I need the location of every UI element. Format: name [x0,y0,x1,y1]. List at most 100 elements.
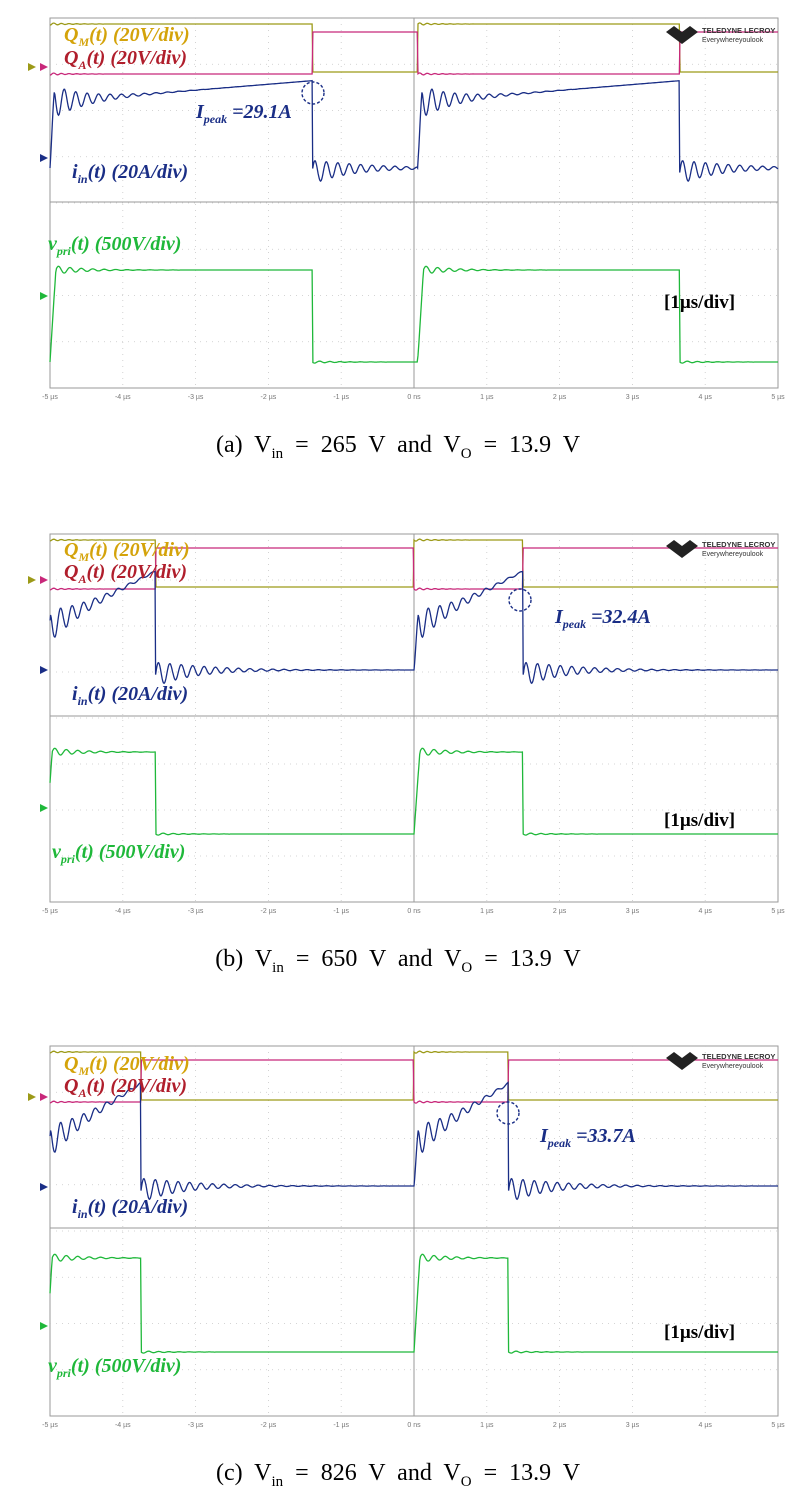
peak-label: Ipeak =33.7A [539,1125,636,1150]
iin-label-sub: in [78,1207,88,1221]
qm-label-rest: (t) (20V/div) [89,1053,190,1075]
iin-channel-marker [40,154,48,162]
vpri-label: vpri(t) (500V/div) [48,1355,181,1380]
iin-label-main: i [72,161,78,183]
vpri-label-main: v [48,233,58,255]
vpri-trace [49,747,778,836]
x-tick-label: 5 µs [771,394,785,401]
peak-label-i: I [554,606,564,628]
peak-label: Ipeak =32.4A [554,606,651,631]
qm-label: QM(t) (20V/div) [64,1053,190,1078]
time-div-label: [1µs/div] [664,292,735,313]
lecroy-logo: TELEDYNE LECROY Everywhereyoulook [666,1052,775,1070]
qa-label-main: Q [64,561,78,583]
x-tick-label: 1 µs [480,1422,494,1429]
x-tick-label: -2 µs [261,908,277,915]
lecroy-logo: TELEDYNE LECROY Everywhereyoulook [666,26,775,44]
caption-c: (c) Vin = 826 V and VO = 13.9 V [215,1460,581,1490]
peak-label-value: =29.1A [227,101,292,123]
iin-trace [49,570,778,685]
qm-trace [49,22,778,73]
x-tick-label: -3 µs [188,394,204,401]
vpri-label-main: v [52,841,62,863]
caption-vo: 13.9 [509,432,552,458]
qa-label-rest: (t) (20V/div) [86,1075,187,1097]
x-tick-label: -4 µs [115,394,131,401]
iin-label: iin(t) (20A/div) [72,1196,188,1221]
peak-label-sub: peak [562,617,586,631]
qa-trace [49,1059,778,1104]
peak-marker-circle [508,588,532,612]
vpri-label-sub: pri [56,244,72,258]
x-tick-label: 3 µs [626,908,640,915]
qa-channel-marker [40,576,48,584]
x-tick-label: -5 µs [42,394,58,401]
iin-label-rest: (t) (20A/div) [88,1196,189,1218]
iin-label-sub: in [78,172,88,186]
iin-label: iin(t) (20A/div) [72,683,188,708]
qm-channel-marker [28,1093,36,1101]
qa-label-main: Q [64,47,78,69]
lecroy-logo: TELEDYNE LECROY Everywhereyoulook [666,540,775,558]
x-tick-label: -3 µs [188,908,204,915]
lecroy-logo-icon [666,26,698,44]
peak-marker-circle [301,81,325,105]
vpri-trace [49,1253,778,1354]
x-tick-label: 1 µs [480,394,494,401]
x-tick-label: 0 ns [407,908,421,915]
vpri-trace [49,265,778,364]
x-tick-label: -2 µs [261,1422,277,1429]
vpri-label-sub: pri [56,1366,72,1380]
peak-marker-circle [496,1101,520,1125]
iin-label-main: i [72,1196,78,1218]
caption-prefix: (a) [215,432,243,458]
scope-panel-a: -5 µs -4 µs -3 µs -2 µs -1 µs 0 ns 1 µs 2 µs 3 µ… [0,0,796,480]
vpri-channel-marker [40,292,48,300]
scope-plot-c: -5 µs -4 µs -3 µs -2 µs -1 µs 0 ns 1 µs 2 µs 3 µ… [28,1045,785,1429]
iin-label-main: i [72,683,78,705]
qa-label-sub: A [77,1086,86,1100]
vpri-channel-marker [40,1322,48,1330]
lecroy-logo-brand: TELEDYNE LECROY [702,1052,775,1061]
qm-trace [49,538,778,588]
time-div-label: [1µs/div] [664,1322,735,1343]
vpri-label-rest: (t) (500V/div) [75,841,186,863]
lecroy-logo-tagline: Everywhereyoulook [702,551,764,558]
qa-label-main: Q [64,1075,78,1097]
x-tick-label: 5 µs [771,908,785,915]
qa-label-sub: A [77,58,86,72]
vpri-channel-marker [40,804,48,812]
x-tick-label: -1 µs [333,394,349,401]
qa-label: QA(t) (20V/div) [64,47,187,72]
caption-vin: 826 [320,1460,357,1486]
caption-vin: 265 [320,432,357,458]
lecroy-logo-icon [666,1052,698,1070]
x-tick-label: -2 µs [261,394,277,401]
caption-vin: 650 [321,946,358,972]
x-tick-label: 0 ns [407,394,421,401]
vpri-label: vpri(t) (500V/div) [52,841,185,866]
x-tick-label: 5 µs [771,1422,785,1429]
x-tick-label: -1 µs [333,908,349,915]
qm-channel-marker [28,63,36,71]
qa-label: QA(t) (20V/div) [64,561,187,586]
x-tick-label: 1 µs [480,908,494,915]
caption-vo: 13.9 [509,946,552,972]
iin-label-rest: (t) (20A/div) [88,161,189,183]
x-tick-label: 3 µs [626,1422,640,1429]
x-tick-label: 0 ns [407,1422,421,1429]
qa-trace [49,547,778,591]
qa-label: QA(t) (20V/div) [64,1075,187,1100]
caption-prefix: (c) [215,1460,243,1486]
x-tick-label: -3 µs [188,1422,204,1429]
vpri-label-rest: (t) (500V/div) [71,1355,182,1377]
x-tick-label: 3 µs [626,394,640,401]
qm-label-main: Q [64,24,78,46]
x-tick-label: -4 µs [115,908,131,915]
caption-vo: 13.9 [509,1460,552,1486]
peak-label-sub: peak [203,112,227,126]
qm-label: QM(t) (20V/div) [64,539,190,564]
peak-label: Ipeak =29.1A [195,101,292,126]
peak-label-value: =32.4A [586,606,651,628]
x-tick-label: 4 µs [699,394,713,401]
